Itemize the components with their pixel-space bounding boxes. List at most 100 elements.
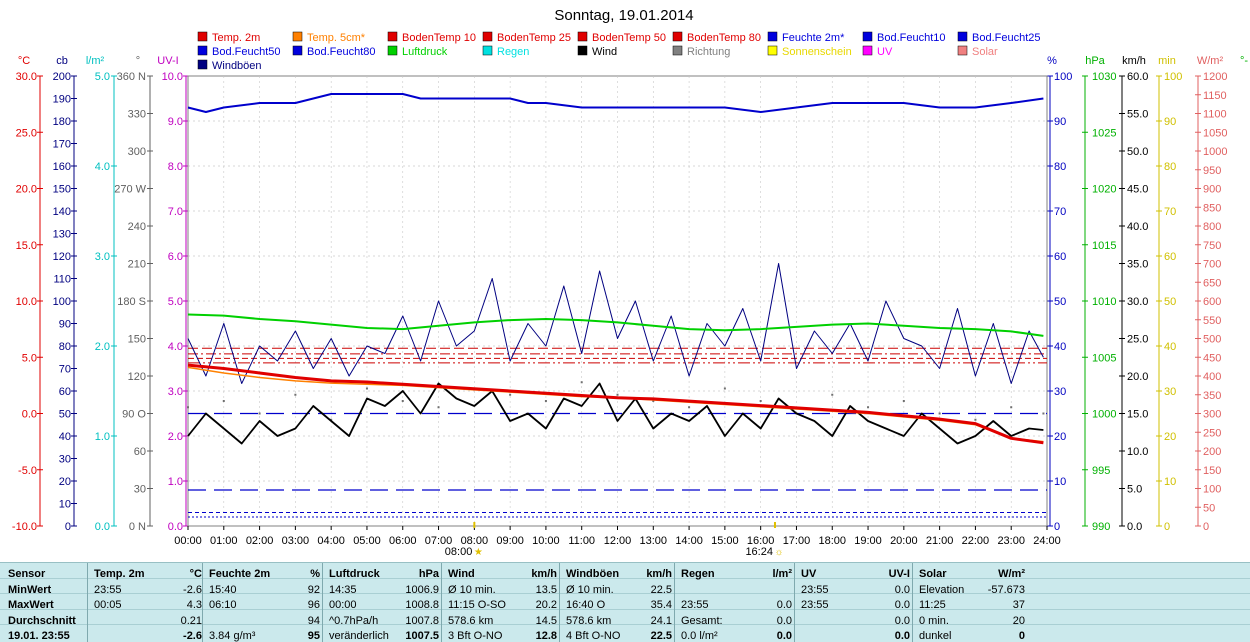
time-tick: 11:00 [568, 535, 595, 547]
stat-value: 94 [307, 615, 320, 627]
wind-axis-tick: 55.0 [1127, 109, 1148, 121]
legend-swatch [482, 31, 493, 42]
axis-unit: km/h [1122, 55, 1146, 67]
legend-swatch [767, 45, 778, 56]
time-tick: 14:00 [675, 535, 703, 547]
stat-value: 95 [307, 630, 320, 642]
dir-axis-tick: 180 S [117, 296, 146, 308]
legend-label: BodenTemp 50 [592, 32, 666, 44]
legend: Temp. 2m Temp. 5cm* BodenTemp 10 BodenTemp … [197, 31, 1041, 72]
time-tick: 05:00 [353, 535, 381, 547]
legend-swatch [292, 45, 303, 56]
direction-point [831, 393, 834, 396]
axis-unit: °- [1240, 55, 1248, 67]
legend-label: Temp. 5cm* [307, 32, 366, 44]
solar-axis-tick: 700 [1203, 259, 1221, 271]
wind-axis-tick: 10.0 [1127, 446, 1148, 458]
wind-axis-tick: 0.0 [1127, 521, 1142, 533]
rain-axis-tick: 0.0 [95, 521, 110, 533]
stat-note: 4 Bft O-NO [566, 630, 621, 642]
legend-swatch [197, 45, 208, 56]
cb-axis-tick: 60 [59, 386, 71, 398]
solar-axis-tick: 1050 [1203, 127, 1227, 139]
cb-axis-tick: 10 [59, 499, 71, 511]
temp-axis-tick: -5.0 [18, 465, 37, 477]
grid [188, 76, 1047, 526]
stat-value: 92 [307, 584, 320, 596]
temp-axis-tick: 30.0 [16, 71, 37, 83]
stat-note: 11:25 [919, 599, 946, 611]
row-label: MinWert [8, 584, 52, 596]
sun-axis-tick: 10 [1164, 476, 1176, 488]
uv-axis-tick: 5.0 [168, 296, 183, 308]
dir-axis-tick: 120 [128, 371, 146, 383]
stat-value: -2.6 [183, 584, 202, 596]
solar-axis-tick: 300 [1203, 409, 1221, 421]
statistics-table: Sensor MinWert MaxWert Durchschnitt 19.01. 2… [0, 562, 1250, 642]
time-tick: 23:00 [997, 535, 1025, 547]
stat-value: 22.5 [650, 630, 672, 642]
axis-unit: °C [18, 55, 30, 67]
legend-swatch [672, 31, 683, 42]
solar-axis-tick: 1200 [1203, 71, 1227, 83]
direction-point [867, 406, 870, 409]
legend-label: Feuchte 2m* [782, 32, 845, 44]
stat-value: 35.4 [650, 599, 672, 611]
temp-axis-tick: 5.0 [22, 352, 37, 364]
stat-value: 14.5 [535, 615, 557, 627]
sun-axis-tick: 40 [1164, 341, 1176, 353]
legend-swatch [197, 59, 208, 70]
series-temp-2m [187, 363, 1044, 445]
cb-axis-tick: 180 [53, 116, 71, 128]
uv-axis-tick: 3.0 [168, 386, 183, 398]
time-tick: 15:00 [711, 535, 739, 547]
time-tick: 12:00 [604, 535, 632, 547]
legend-label: Richtung [687, 46, 730, 58]
solar-axis-tick: 1150 [1203, 90, 1227, 102]
wind-axis-tick: 5.0 [1127, 484, 1142, 496]
stat-note: 23:55 [801, 599, 829, 611]
wind-axis-tick: 35.0 [1127, 259, 1148, 271]
legend-label: Bod.Feucht50 [212, 46, 281, 58]
legend-label: Bod.Feucht10 [877, 32, 946, 44]
direction-point [616, 393, 619, 396]
sunset-label: 16:24 [745, 546, 773, 558]
stat-value: 1007.8 [405, 615, 439, 627]
column-title: Windböen [566, 568, 620, 580]
cb-axis-tick: 90 [59, 319, 71, 331]
wind-axis-tick: 25.0 [1127, 334, 1148, 346]
dir-axis-tick: 360 N [117, 71, 146, 83]
column-title: Temp. 2m [94, 568, 145, 580]
legend-swatch [482, 45, 493, 56]
legend-label: Bod.Feucht80 [307, 46, 376, 58]
press-axis-tick: 1010 [1092, 296, 1116, 308]
stat-note: 16:40 O [566, 599, 606, 611]
column-title: UV [801, 568, 817, 580]
rain-axis-tick: 3.0 [95, 251, 110, 263]
chart-title: Sonntag, 19.01.2014 [554, 7, 693, 24]
time-tick: 21:00 [926, 535, 954, 547]
stat-value: 1006.9 [405, 584, 439, 596]
stat-value: 0.0 [776, 615, 792, 627]
stat-value: 0.21 [180, 615, 202, 627]
sun-axis-tick: 0 [1164, 521, 1170, 533]
weather-chart: Sonntag, 19.01.2014 Temp. 2m Temp. 5cm* Bo… [12, 7, 1248, 558]
wind-axis-tick: 20.0 [1127, 371, 1148, 383]
uv-axis-tick: 6.0 [168, 251, 183, 263]
column-unit: UV-I [888, 568, 910, 580]
stat-note: dunkel [919, 630, 952, 642]
solar-axis-tick: 500 [1203, 334, 1221, 346]
legend-swatch [387, 45, 398, 56]
solar-axis-tick: 800 [1203, 221, 1221, 233]
dir-axis-tick: 330 [128, 109, 146, 121]
stat-note: 06:10 [209, 599, 237, 611]
legend-swatch [197, 31, 208, 42]
legend-label: Regen [497, 46, 529, 58]
series-wind [187, 382, 1044, 445]
hum-axis-tick: 20 [1054, 431, 1066, 443]
sunset-icon: ☼ [774, 547, 783, 558]
legend-swatch [957, 31, 968, 42]
direction-point [688, 406, 691, 409]
uv-axis-tick: 4.0 [168, 341, 183, 353]
legend-swatch [862, 31, 873, 42]
